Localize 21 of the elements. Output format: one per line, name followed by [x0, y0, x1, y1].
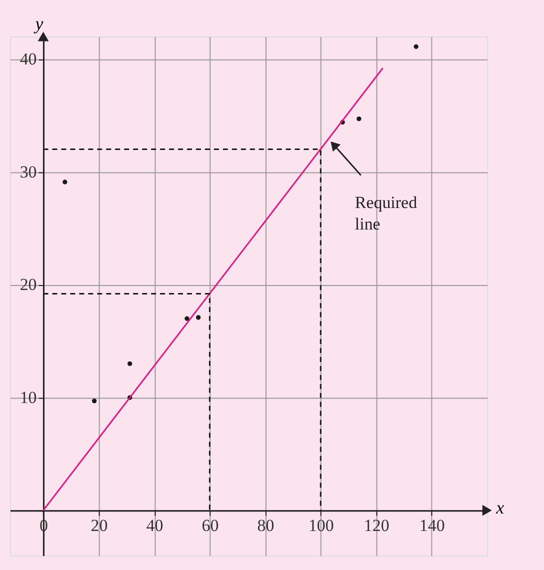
point — [414, 44, 418, 49]
y-tick-label: 40 — [20, 50, 37, 69]
x-tick-label: 40 — [146, 516, 164, 535]
annotation: Required line — [354, 192, 418, 234]
point — [184, 316, 190, 321]
y-tick-label: 20 — [20, 275, 37, 294]
y-tick-label: 10 — [20, 388, 37, 408]
y-axis-title: y — [33, 13, 44, 34]
x-tick-label: 140 — [419, 516, 445, 535]
point — [92, 398, 97, 404]
x-tick-label: 60 — [202, 516, 219, 535]
x-tick-label: 20 — [90, 516, 108, 535]
y-tick-label: 30 — [20, 162, 37, 182]
x-tick-label: 100 — [308, 516, 334, 535]
x-tick-label: 120 — [364, 516, 390, 535]
point — [127, 361, 132, 366]
point — [196, 315, 201, 320]
point — [356, 116, 362, 122]
x-axis-title: x — [495, 497, 504, 518]
x-tick-label: 80 — [257, 516, 274, 535]
point — [62, 180, 68, 184]
